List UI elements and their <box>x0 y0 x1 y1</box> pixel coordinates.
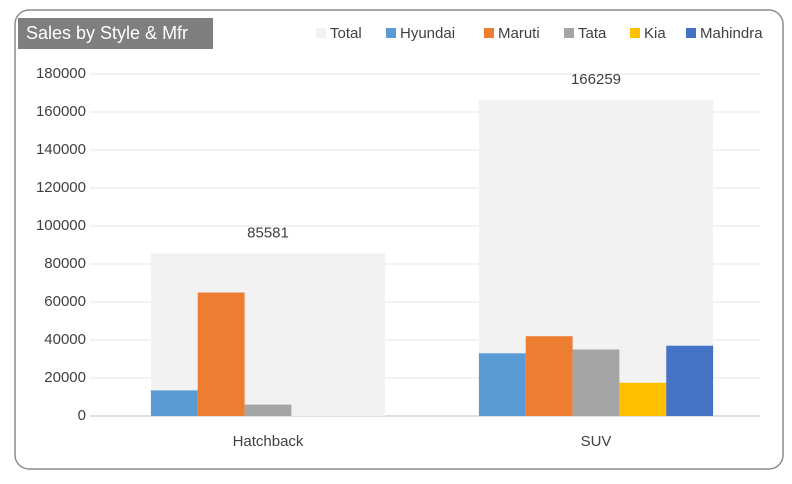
x-tick-label: Hatchback <box>233 433 304 450</box>
legend-label: Hyundai <box>400 25 455 42</box>
y-tick-label: 140000 <box>36 141 86 158</box>
y-tick-label: 160000 <box>36 103 86 120</box>
x-tick-label: SUV <box>581 433 612 450</box>
legend-label: Maruti <box>498 25 540 42</box>
bar <box>619 382 667 416</box>
legend-swatch <box>630 28 640 38</box>
bar <box>244 404 292 416</box>
y-tick-label: 0 <box>78 407 86 424</box>
legend-label: Tata <box>578 25 607 42</box>
legend-label: Mahindra <box>700 25 763 42</box>
bar <box>478 353 526 416</box>
bar <box>197 292 245 416</box>
y-tick-label: 120000 <box>36 179 86 196</box>
data-label: 166259 <box>571 71 621 88</box>
bar <box>525 336 573 416</box>
y-tick-label: 100000 <box>36 217 86 234</box>
legend-swatch <box>484 28 494 38</box>
y-tick-label: 180000 <box>36 65 86 82</box>
bar <box>572 349 620 416</box>
bar <box>150 390 198 416</box>
legend-swatch <box>386 28 396 38</box>
legend-swatch <box>564 28 574 38</box>
legend-swatch <box>686 28 696 38</box>
chart-title: Sales by Style & Mfr <box>26 23 188 43</box>
y-tick-label: 20000 <box>44 369 86 386</box>
y-tick-label: 60000 <box>44 293 86 310</box>
legend-label: Total <box>330 25 362 42</box>
legend-swatch <box>316 28 326 38</box>
y-tick-label: 40000 <box>44 331 86 348</box>
legend-label: Kia <box>644 25 666 42</box>
title-box <box>18 18 213 49</box>
data-label: 85581 <box>247 224 289 241</box>
bar <box>150 253 386 416</box>
bar <box>666 345 714 416</box>
y-tick-label: 80000 <box>44 255 86 272</box>
